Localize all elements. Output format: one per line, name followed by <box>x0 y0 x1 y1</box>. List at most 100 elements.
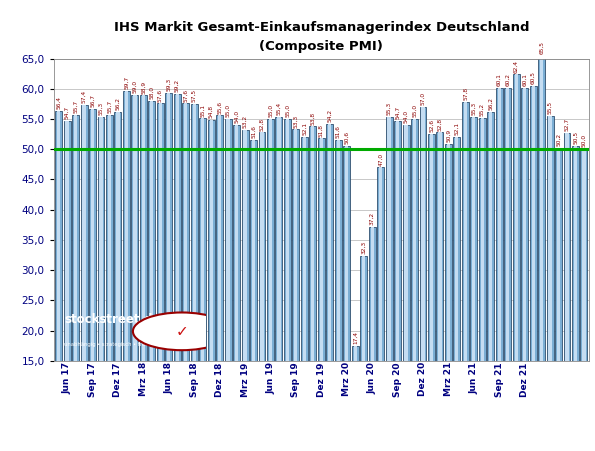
Text: 56,2: 56,2 <box>115 97 120 110</box>
Bar <box>565 133 569 451</box>
Text: 53,8: 53,8 <box>311 111 315 124</box>
Text: 55,5: 55,5 <box>547 101 553 114</box>
Text: 17,4: 17,4 <box>353 331 358 345</box>
Bar <box>184 103 187 451</box>
Bar <box>362 256 365 451</box>
Bar <box>89 109 96 451</box>
Bar <box>470 117 477 451</box>
Text: 56,7: 56,7 <box>90 94 95 107</box>
Text: 55,7: 55,7 <box>107 100 112 113</box>
Text: 57,6: 57,6 <box>158 88 163 101</box>
Bar <box>371 227 374 451</box>
Text: 57,6: 57,6 <box>183 88 188 101</box>
Text: 60,5: 60,5 <box>531 71 536 84</box>
Text: 55,6: 55,6 <box>217 101 222 114</box>
Bar <box>421 107 425 451</box>
Bar <box>352 346 359 451</box>
Text: 52,1: 52,1 <box>302 122 307 135</box>
Text: 59,0: 59,0 <box>133 80 137 93</box>
Bar <box>583 149 585 451</box>
Text: 56,2: 56,2 <box>488 97 493 110</box>
Bar <box>326 124 333 451</box>
Bar <box>419 107 427 451</box>
Bar <box>481 118 484 451</box>
Bar <box>301 137 308 451</box>
Bar <box>369 227 375 451</box>
Bar <box>64 121 71 451</box>
Bar <box>235 125 238 451</box>
Bar <box>515 74 518 451</box>
Bar <box>142 96 145 451</box>
Bar <box>242 130 249 451</box>
Text: 52,8: 52,8 <box>437 117 443 130</box>
Bar <box>428 133 435 451</box>
Bar <box>581 149 587 451</box>
Text: 57,8: 57,8 <box>463 87 468 100</box>
Text: 59,3: 59,3 <box>166 78 171 91</box>
Bar <box>472 117 475 451</box>
Text: 52,1: 52,1 <box>455 122 459 135</box>
Bar <box>106 115 113 451</box>
Bar <box>479 118 486 451</box>
Bar <box>437 132 443 451</box>
Bar <box>148 101 155 451</box>
Bar <box>447 144 450 451</box>
Bar <box>328 124 331 451</box>
Bar <box>377 167 384 451</box>
Bar <box>453 137 461 451</box>
Text: 55,3: 55,3 <box>99 102 104 115</box>
Text: 58,9: 58,9 <box>141 81 146 94</box>
Bar <box>496 88 503 451</box>
Bar <box>538 55 545 451</box>
Bar <box>563 133 571 451</box>
Bar <box>114 112 121 451</box>
Bar <box>353 346 357 451</box>
Bar <box>117 112 120 451</box>
Text: 57,0: 57,0 <box>421 92 425 105</box>
Text: 54,8: 54,8 <box>209 106 214 119</box>
Text: 55,4: 55,4 <box>277 102 281 115</box>
Bar <box>360 256 367 451</box>
Text: 50,0: 50,0 <box>581 134 587 147</box>
Bar <box>506 87 509 451</box>
Text: 56,4: 56,4 <box>56 96 61 109</box>
Text: 59,7: 59,7 <box>124 76 129 89</box>
Bar <box>487 112 494 451</box>
Text: 52,7: 52,7 <box>565 118 569 131</box>
Bar <box>284 119 291 451</box>
Bar <box>216 115 223 451</box>
Bar <box>455 137 459 451</box>
Bar <box>379 167 382 451</box>
Text: 54,0: 54,0 <box>403 110 409 123</box>
Bar <box>176 94 179 451</box>
Bar <box>252 140 255 451</box>
Bar <box>57 110 60 451</box>
Text: 54,2: 54,2 <box>327 109 332 122</box>
Bar <box>386 117 393 451</box>
Bar <box>201 119 204 451</box>
Bar <box>343 146 350 451</box>
Text: 60,1: 60,1 <box>497 74 502 87</box>
Text: 51,6: 51,6 <box>336 125 341 138</box>
Text: 50,5: 50,5 <box>573 131 578 144</box>
Bar <box>227 119 230 451</box>
Text: 58,0: 58,0 <box>149 86 154 99</box>
Bar <box>99 117 102 451</box>
Bar <box>311 126 314 451</box>
Bar <box>218 115 221 451</box>
Bar <box>555 148 562 451</box>
Bar <box>174 94 181 451</box>
Text: 52,8: 52,8 <box>259 117 265 130</box>
Bar <box>396 121 399 451</box>
Bar <box>150 101 154 451</box>
Bar <box>521 88 528 451</box>
Bar <box>125 91 128 451</box>
Text: 62,4: 62,4 <box>513 60 519 73</box>
Bar <box>387 117 391 451</box>
Bar <box>286 119 289 451</box>
Text: 59,2: 59,2 <box>175 79 180 92</box>
Bar <box>159 103 162 451</box>
Text: 50,6: 50,6 <box>345 131 349 144</box>
Bar <box>80 105 87 451</box>
Bar <box>557 148 560 451</box>
